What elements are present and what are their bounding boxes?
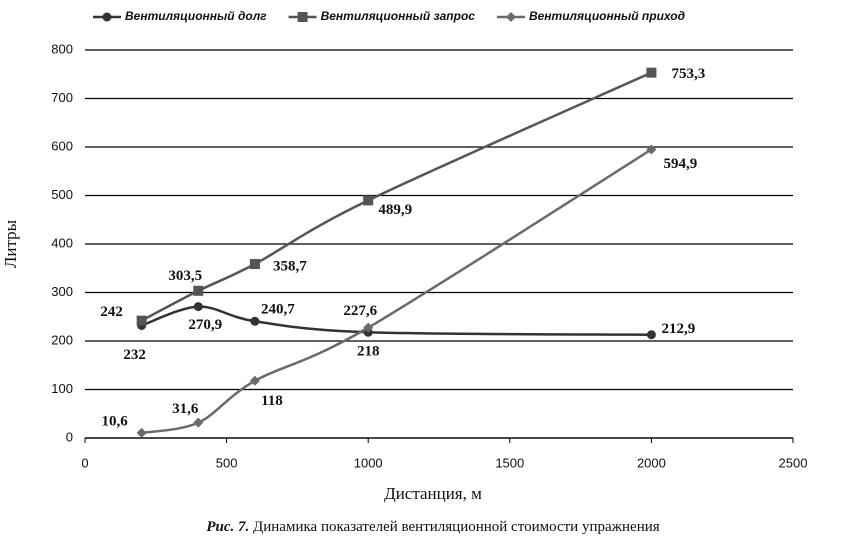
x-tick-label: 1500: [495, 455, 524, 470]
marker: [249, 375, 260, 386]
y-axis-label: Литры: [1, 219, 20, 268]
data-label: 240,7: [261, 302, 295, 318]
legend-marker: [505, 12, 516, 22]
y-tick-label: 700: [51, 90, 73, 105]
marker: [136, 427, 147, 438]
data-label: 212,9: [662, 321, 696, 337]
data-label: 227,6: [343, 303, 377, 319]
y-tick-label: 100: [51, 381, 73, 396]
y-tick-label: 800: [51, 41, 73, 56]
x-tick-label: 2000: [637, 455, 666, 470]
x-tick-label: 500: [216, 455, 238, 470]
data-label: 31,6: [172, 401, 199, 417]
legend-label: Вентиляционный долг: [125, 9, 267, 23]
marker: [646, 330, 656, 340]
y-tick-label: 200: [51, 332, 73, 347]
data-label: 753,3: [672, 66, 706, 82]
caption-text: Динамика показателей вентиляционной стои…: [253, 519, 660, 535]
x-tick-label: 0: [81, 455, 88, 470]
marker: [646, 144, 657, 155]
data-label: 118: [261, 393, 283, 409]
data-label: 303,5: [168, 268, 202, 284]
x-axis-label: Дистанция, м: [384, 484, 482, 503]
legend-marker: [102, 12, 112, 22]
marker: [193, 285, 204, 296]
x-tick-label: 2500: [779, 455, 808, 470]
caption: Рис. 7. Динамика показателей вентиляцион…: [206, 519, 659, 535]
y-tick-label: 300: [51, 284, 73, 299]
y-tick-label: 500: [51, 187, 73, 202]
data-label: 270,9: [188, 317, 222, 333]
series-line: [141, 148, 653, 435]
data-label: 10,6: [102, 413, 129, 429]
x-tick-label: 1000: [354, 455, 383, 470]
marker: [136, 315, 147, 326]
data-label: 594,9: [664, 156, 698, 172]
marker: [193, 417, 204, 428]
data-label: 218: [357, 344, 380, 360]
data-label: 242: [100, 304, 123, 320]
marker: [249, 259, 260, 270]
y-tick-label: 400: [51, 235, 73, 250]
data-label: 232: [123, 347, 146, 363]
marker: [646, 67, 657, 78]
y-tick-label: 600: [51, 138, 73, 153]
legend-label: Вентиляционный приход: [529, 9, 685, 23]
caption-label: Рис. 7.: [206, 519, 249, 535]
legend-item: Вентиляционный приход: [496, 9, 685, 23]
marker: [193, 302, 203, 312]
legend-item: Вентиляционный запрос: [288, 9, 476, 23]
data-label: 358,7: [273, 258, 307, 274]
legend-marker: [297, 12, 308, 22]
marker: [363, 195, 374, 206]
marker: [363, 322, 374, 333]
series-line: [141, 71, 652, 322]
y-tick-label: 0: [66, 429, 73, 444]
legend-item: Вентиляционный долг: [93, 9, 267, 23]
data-label: 489,9: [378, 202, 412, 218]
marker: [250, 316, 260, 326]
legend-label: Вентиляционный запрос: [321, 9, 476, 23]
